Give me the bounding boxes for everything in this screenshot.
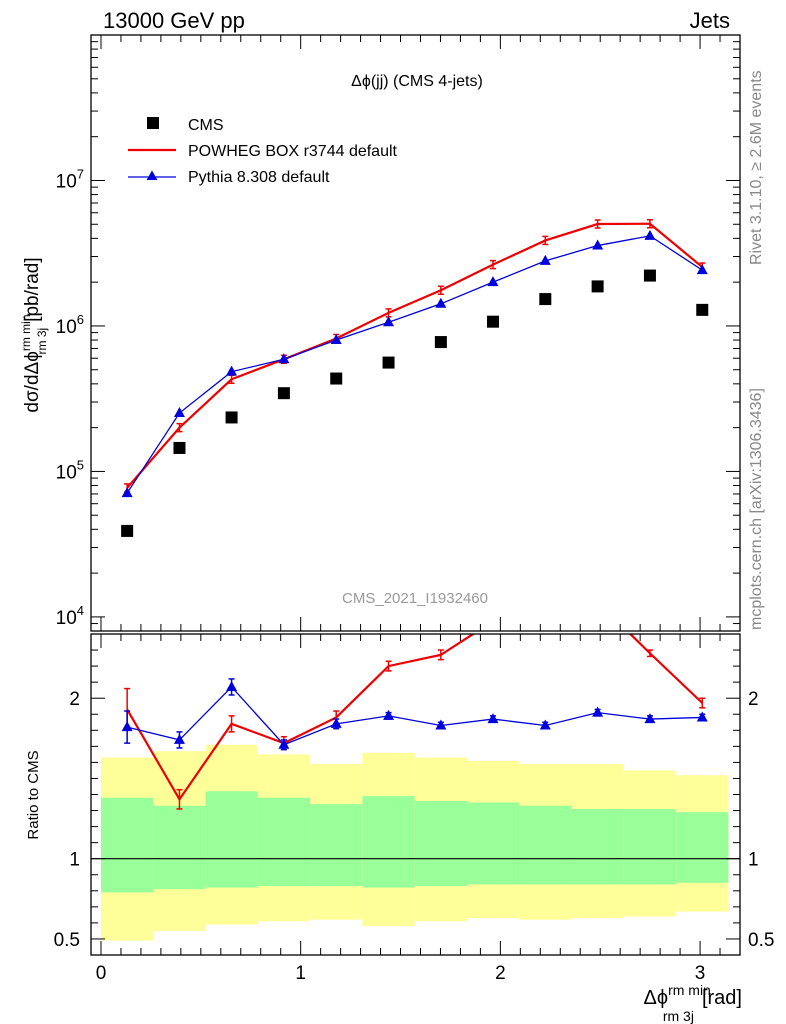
cms-data-point: [434, 336, 447, 349]
ratio-y-tick-label-left: 2: [69, 689, 80, 710]
pythia-ratio-point: [696, 711, 708, 722]
pythia-data-point: [539, 254, 551, 265]
plot-title: Δϕ(jj) (CMS 4-jets): [351, 73, 483, 90]
pythia-data-point: [226, 365, 238, 376]
cms-data-point: [121, 524, 134, 537]
legend: CMS POWHEG BOX r3744 default Pythia 8.30…: [128, 117, 398, 186]
cms-data-point: [643, 269, 656, 282]
legend-marker-cms: [147, 117, 159, 129]
pythia-data-point: [696, 264, 708, 275]
x-axis-label: Δϕrm min rm 3j[rad]: [644, 982, 743, 1024]
cms-data-point: [225, 411, 238, 424]
mcplots-reference-text: mcplots.cern.ch [arXiv:1306.3436]: [748, 388, 765, 630]
pythia-data-point: [644, 229, 656, 240]
ratio-y-tick-label-right: 0.5: [748, 930, 774, 951]
uncertainty-band-inner: [205, 791, 258, 888]
x-tick-label: 0: [96, 963, 107, 984]
uncertainty-band-inner: [623, 808, 677, 885]
ratio-y-tick-label-left: 0.5: [54, 930, 80, 951]
pythia-ratio-point: [435, 719, 447, 730]
pythia-ratio-point: [226, 680, 238, 691]
pythia-ratio-point: [487, 713, 499, 724]
uncertainty-band-inner: [153, 805, 206, 890]
cms-data-point: [539, 293, 552, 306]
pythia-data-point: [592, 239, 604, 250]
process-label: Jets: [690, 8, 730, 33]
ratio-panel: 0 1 2 3 0.5 0.5 1 1 2 2 Ratio to CMS Δϕrm min rm 3…: [25, 633, 774, 1024]
pythia-ratio-point: [539, 719, 551, 730]
legend-label-powheg: POWHEG BOX r3744 default: [188, 143, 398, 160]
cms-data-point: [486, 315, 499, 328]
rivet-version-text: Rivet 3.1.10, ≥ 2.6M events: [748, 70, 765, 265]
cms-data-point: [330, 372, 343, 385]
legend-marker-pythia: [146, 170, 158, 180]
energy-label: 13000 GeV pp: [103, 8, 245, 33]
y-tick-label: 107: [56, 166, 84, 192]
pythia-ratio-point: [330, 717, 342, 728]
main-panel: CMS_2021_I1932460 Δϕ(jj) (CMS 4-jets) 10…: [19, 34, 741, 632]
ratio-y-tick-label-right: 2: [748, 689, 759, 710]
y-tick-label: 104: [56, 603, 84, 629]
x-tick-label: 1: [295, 963, 306, 984]
legend-label-pythia: Pythia 8.308 default: [188, 169, 330, 186]
pythia-data-point: [330, 334, 342, 345]
pythia-data-point: [173, 407, 185, 418]
uncertainty-band-inner: [519, 805, 572, 885]
uncertainty-band-inner: [257, 797, 311, 886]
uncertainty-band-inner: [467, 802, 520, 885]
pythia-ratio-point: [173, 733, 185, 744]
pythia-ratio-point: [121, 721, 133, 732]
pythia-ratio-point: [644, 713, 656, 724]
y-tick-label: 106: [56, 312, 84, 338]
cms-data-point: [277, 387, 290, 400]
pythia-data-point: [435, 297, 447, 308]
pythia-data-point: [121, 487, 133, 498]
pythia-ratio-line: [126, 686, 703, 746]
ratio-y-tick-label-right: 1: [748, 850, 759, 871]
uncertainty-band-inner: [362, 796, 415, 888]
analysis-watermark: CMS_2021_I1932460: [342, 590, 488, 607]
cms-data-point: [591, 280, 604, 293]
ratio-y-axis-label: Ratio to CMS: [25, 750, 42, 839]
pythia-series-line: [126, 235, 703, 494]
uncertainty-band-inner: [676, 812, 729, 883]
x-tick-label: 3: [695, 963, 706, 984]
uncertainty-band-inner: [310, 804, 363, 886]
y-tick-label: 105: [56, 457, 84, 483]
pythia-data-point: [278, 353, 290, 364]
ratio-y-tick-label-left: 1: [69, 850, 80, 871]
legend-label-cms: CMS: [188, 117, 224, 134]
pythia-ratio-point: [592, 706, 604, 717]
pythia-data-point: [487, 276, 499, 287]
pythia-data-point: [383, 316, 395, 327]
main-y-axis-label: dσ/dΔϕrm min rm 3j[pb/rad]: [19, 257, 49, 412]
uncertainty-band-inner: [100, 797, 154, 893]
uncertainty-band-inner: [414, 800, 468, 886]
powheg-ratio-line: [126, 634, 704, 802]
cms-data-point: [382, 356, 395, 369]
uncertainty-band-inner: [571, 808, 624, 885]
powheg-series-line: [126, 222, 703, 489]
pythia-ratio-point: [383, 709, 395, 720]
cms-data-point: [696, 303, 709, 316]
cms-data-point: [173, 441, 186, 454]
x-tick-label: 2: [495, 963, 506, 984]
pythia-ratio-point: [278, 738, 290, 749]
